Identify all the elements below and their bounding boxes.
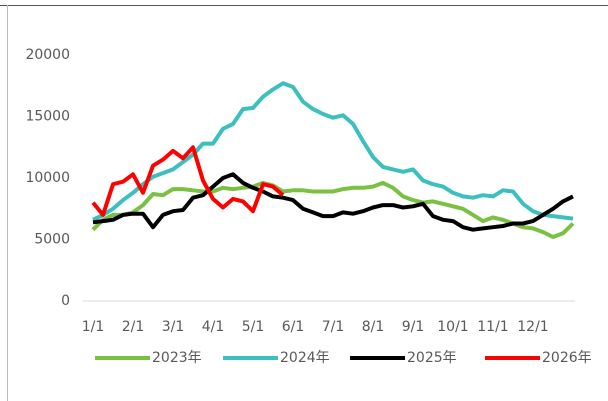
x-tick-label: 3/1 — [162, 319, 185, 335]
y-tick-label: 0 — [61, 293, 70, 309]
x-tick-label: 9/1 — [402, 319, 425, 335]
series-line — [91, 145, 285, 217]
x-tick-label: 1/1 — [82, 319, 105, 335]
y-tick-label: 15000 — [25, 109, 70, 125]
y-tick-label: 5000 — [34, 232, 70, 248]
series-line — [91, 180, 575, 239]
y-tick-label: 20000 — [25, 47, 70, 63]
x-tick-label: 4/1 — [202, 319, 225, 335]
series-line — [92, 81, 574, 222]
legend-label: 2025年 — [407, 350, 457, 366]
series-line — [92, 172, 574, 232]
x-tick-label: 7/1 — [322, 319, 345, 335]
x-tick-label: 10/1 — [437, 319, 468, 335]
x-tick-label: 8/1 — [362, 319, 385, 335]
legend-label: 2024年 — [280, 350, 330, 366]
x-tick-label: 2/1 — [122, 319, 145, 335]
x-tick-label: 11/1 — [477, 319, 508, 335]
y-tick-label: 10000 — [25, 170, 70, 186]
x-tick-label: 6/1 — [282, 319, 305, 335]
legend-label: 2023年 — [152, 350, 202, 366]
x-tick-label: 12/1 — [517, 319, 548, 335]
legend-label: 2026年 — [542, 350, 592, 366]
x-tick-label: 5/1 — [242, 319, 265, 335]
